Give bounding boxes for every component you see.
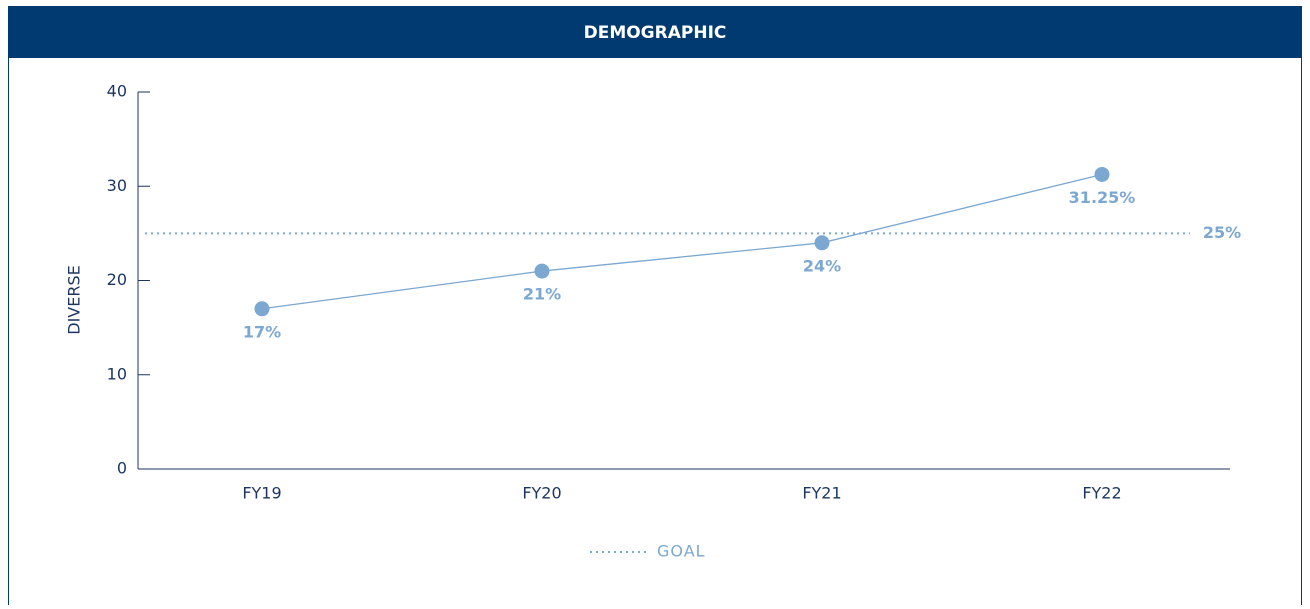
y-tick-label: 0 [117,459,127,478]
data-line [261,173,1103,310]
y-axis-label: DIVERSE [65,265,84,334]
goal-label: 25% [1203,223,1241,242]
data-point [1094,166,1110,182]
chart-title: DEMOGRAPHIC [584,23,727,43]
y-tick-label: 40 [107,82,127,101]
x-tick-label: FY22 [1082,484,1121,503]
y-tick-label: 30 [107,176,127,195]
header-bar [8,6,1302,58]
y-tick-label: 10 [107,364,127,383]
x-tick-label: FY19 [242,484,281,503]
x-tick-label: FY20 [522,484,561,503]
data-point [534,263,550,279]
data-label: 31.25% [1069,188,1136,207]
y-tick-label: 20 [107,270,127,289]
x-tick-label: FY21 [802,484,841,503]
legend-label: GOAL [657,542,706,561]
data-point [254,301,270,317]
data-point [814,235,830,251]
data-label: 17% [243,322,281,341]
data-label: 24% [803,256,841,275]
data-label: 21% [523,285,561,304]
